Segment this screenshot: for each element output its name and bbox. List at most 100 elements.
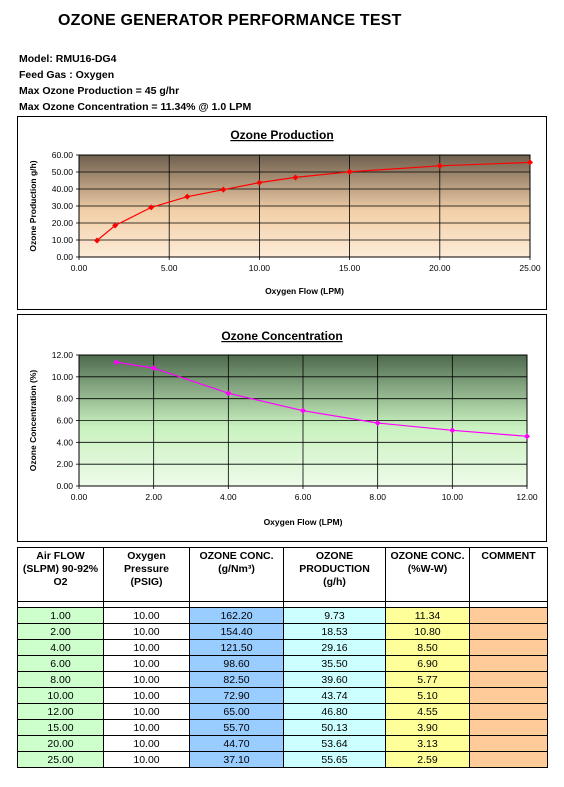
air-flow-header: Air FLOW (SLPM) 90-92% O2 xyxy=(17,547,104,602)
table-cell: 53.64 xyxy=(283,735,386,752)
ozone-concentration-chart-svg: Ozone Concentration 0.00 2.00 4.00 6.00 8.00 1… xyxy=(28,329,538,527)
header-line: (PSIG) xyxy=(130,576,163,588)
table-cell: 39.60 xyxy=(283,671,386,688)
table-cell xyxy=(469,703,548,720)
table-cell: 1.00 xyxy=(17,607,104,624)
production-data-point xyxy=(220,186,227,193)
production-data-point xyxy=(292,174,299,181)
table-cell: 25.00 xyxy=(17,751,104,768)
header-line: Pressure xyxy=(124,563,169,575)
header-line: Oxygen xyxy=(127,550,166,562)
production-plot-border xyxy=(78,154,531,258)
concentration-x-tick-label: 8.00 xyxy=(369,492,386,502)
table-cell: 154.40 xyxy=(189,623,284,640)
header-line: (%W-W) xyxy=(407,563,448,575)
production-y-axis-label: Ozone Production g/h) xyxy=(28,160,38,251)
table-cell: 50.13 xyxy=(283,719,386,736)
max-production-label: Max Ozone Production = 45 g/hr xyxy=(19,85,180,97)
table-cell: 5.77 xyxy=(385,671,470,688)
table-cell xyxy=(469,607,548,624)
production-x-tick-label: 15.00 xyxy=(339,263,361,273)
production-data-point xyxy=(148,204,155,211)
production-x-tick-label: 0.00 xyxy=(71,263,88,273)
concentration-y-tick-label: 8.00 xyxy=(56,394,73,404)
table-cell: 3.90 xyxy=(385,719,470,736)
table-row: 10.00 10.00 72.90 43.74 5.10 xyxy=(17,687,548,704)
table-row: 20.00 10.00 44.70 53.64 3.13 xyxy=(17,735,548,752)
feed-gas-label: Feed Gas : Oxygen xyxy=(19,69,115,81)
table-cell: 10.00 xyxy=(103,639,190,656)
table-header-row: Air FLOW (SLPM) 90-92% O2 Oxygen Pressure (PS… xyxy=(17,547,548,602)
table-cell: 10.00 xyxy=(103,671,190,688)
concentration-data-point xyxy=(113,359,120,366)
production-y-tick-label: 40.00 xyxy=(52,184,74,194)
header-line: (g/Nm³) xyxy=(218,563,255,575)
table-cell: 72.90 xyxy=(189,687,284,704)
concentration-y-tick-label: 4.00 xyxy=(56,437,73,447)
production-data-point xyxy=(346,168,353,175)
production-data-point xyxy=(527,159,533,166)
table-row: 2.00 10.00 154.40 18.53 10.80 xyxy=(17,623,548,640)
concentration-x-tick-label: 2.00 xyxy=(145,492,162,502)
table-row: 1.00 10.00 162.20 9.73 11.34 xyxy=(17,607,548,624)
table-cell: 10.00 xyxy=(103,751,190,768)
concentration-y-axis-label: Ozone Concentration (%) xyxy=(28,370,38,472)
production-series-line xyxy=(96,161,531,241)
header-line: COMMENT xyxy=(481,550,536,562)
concentration-y-tick-label: 0.00 xyxy=(56,481,73,491)
header-line: (g/h) xyxy=(323,576,346,588)
header-line: OZONE CONC. xyxy=(199,550,274,562)
page-title: OZONE GENERATOR PERFORMANCE TEST xyxy=(58,12,402,29)
table-cell: 6.90 xyxy=(385,655,470,672)
table-cell: 10.00 xyxy=(17,687,104,704)
table-cell xyxy=(469,639,548,656)
concentration-x-axis-label: Oxygen Flow (LPM) xyxy=(264,517,343,527)
table-cell: 10.00 xyxy=(103,735,190,752)
table-row: 15.00 10.00 55.70 50.13 3.90 xyxy=(17,719,548,736)
production-y-tick-label: 50.00 xyxy=(52,167,74,177)
table-cell: 29.16 xyxy=(283,639,386,656)
table-cell xyxy=(469,655,548,672)
concentration-y-tick-label: 2.00 xyxy=(56,459,73,469)
table-cell: 65.00 xyxy=(189,703,284,720)
concentration-x-tick-label: 0.00 xyxy=(71,492,88,502)
table-cell: 10.00 xyxy=(103,719,190,736)
concentration-plot-border xyxy=(78,354,528,487)
table-cell: 55.65 xyxy=(283,751,386,768)
table-body: 1.00 10.00 162.20 9.73 11.34 2.00 10.00 154.40 1… xyxy=(17,601,548,768)
table-cell: 10.00 xyxy=(103,655,190,672)
production-y-tick-label: 30.00 xyxy=(52,201,74,211)
production-x-axis-label: Oxygen Flow (LPM) xyxy=(265,286,344,296)
production-data-point xyxy=(112,222,119,229)
concentration-data-point xyxy=(300,407,306,414)
header-line: Air FLOW xyxy=(36,550,85,562)
concentration-data-point xyxy=(150,365,157,372)
table-cell: 4.55 xyxy=(385,703,470,720)
table-row: 25.00 10.00 37.10 55.65 2.59 xyxy=(17,751,548,768)
concentration-y-tick-label: 6.00 xyxy=(56,416,73,426)
concentration-y-tick-label: 12.00 xyxy=(52,350,74,360)
production-data-point xyxy=(94,237,101,244)
table-cell: 10.80 xyxy=(385,623,470,640)
table-cell: 4.00 xyxy=(17,639,104,656)
table-cell: 18.53 xyxy=(283,623,386,640)
header-line: OZONE CONC. xyxy=(390,550,465,562)
ozone-conc-gnm3-header: OZONE CONC. (g/Nm³) xyxy=(189,547,284,602)
table-cell: 35.50 xyxy=(283,655,386,672)
table-cell: 46.80 xyxy=(283,703,386,720)
table-cell: 12.00 xyxy=(17,703,104,720)
production-y-tick-label: 20.00 xyxy=(52,218,74,228)
header-line: OZONE xyxy=(315,550,354,562)
table-cell: 55.70 xyxy=(189,719,284,736)
table-cell: 98.60 xyxy=(189,655,284,672)
concentration-data-point xyxy=(449,427,456,434)
production-y-tick-label: 0.00 xyxy=(56,252,73,262)
concentration-x-tick-label: 6.00 xyxy=(295,492,312,502)
table-cell xyxy=(469,751,548,768)
table-cell: 162.20 xyxy=(189,607,284,624)
table-cell: 6.00 xyxy=(17,655,104,672)
production-data-point xyxy=(436,162,443,169)
table-cell: 10.00 xyxy=(103,623,190,640)
ozone-production-chart-svg: Ozone Production 0.00 5.00 10.00 15.00 20.00 2… xyxy=(28,128,541,296)
header-line: PRODUCTION xyxy=(299,563,370,575)
